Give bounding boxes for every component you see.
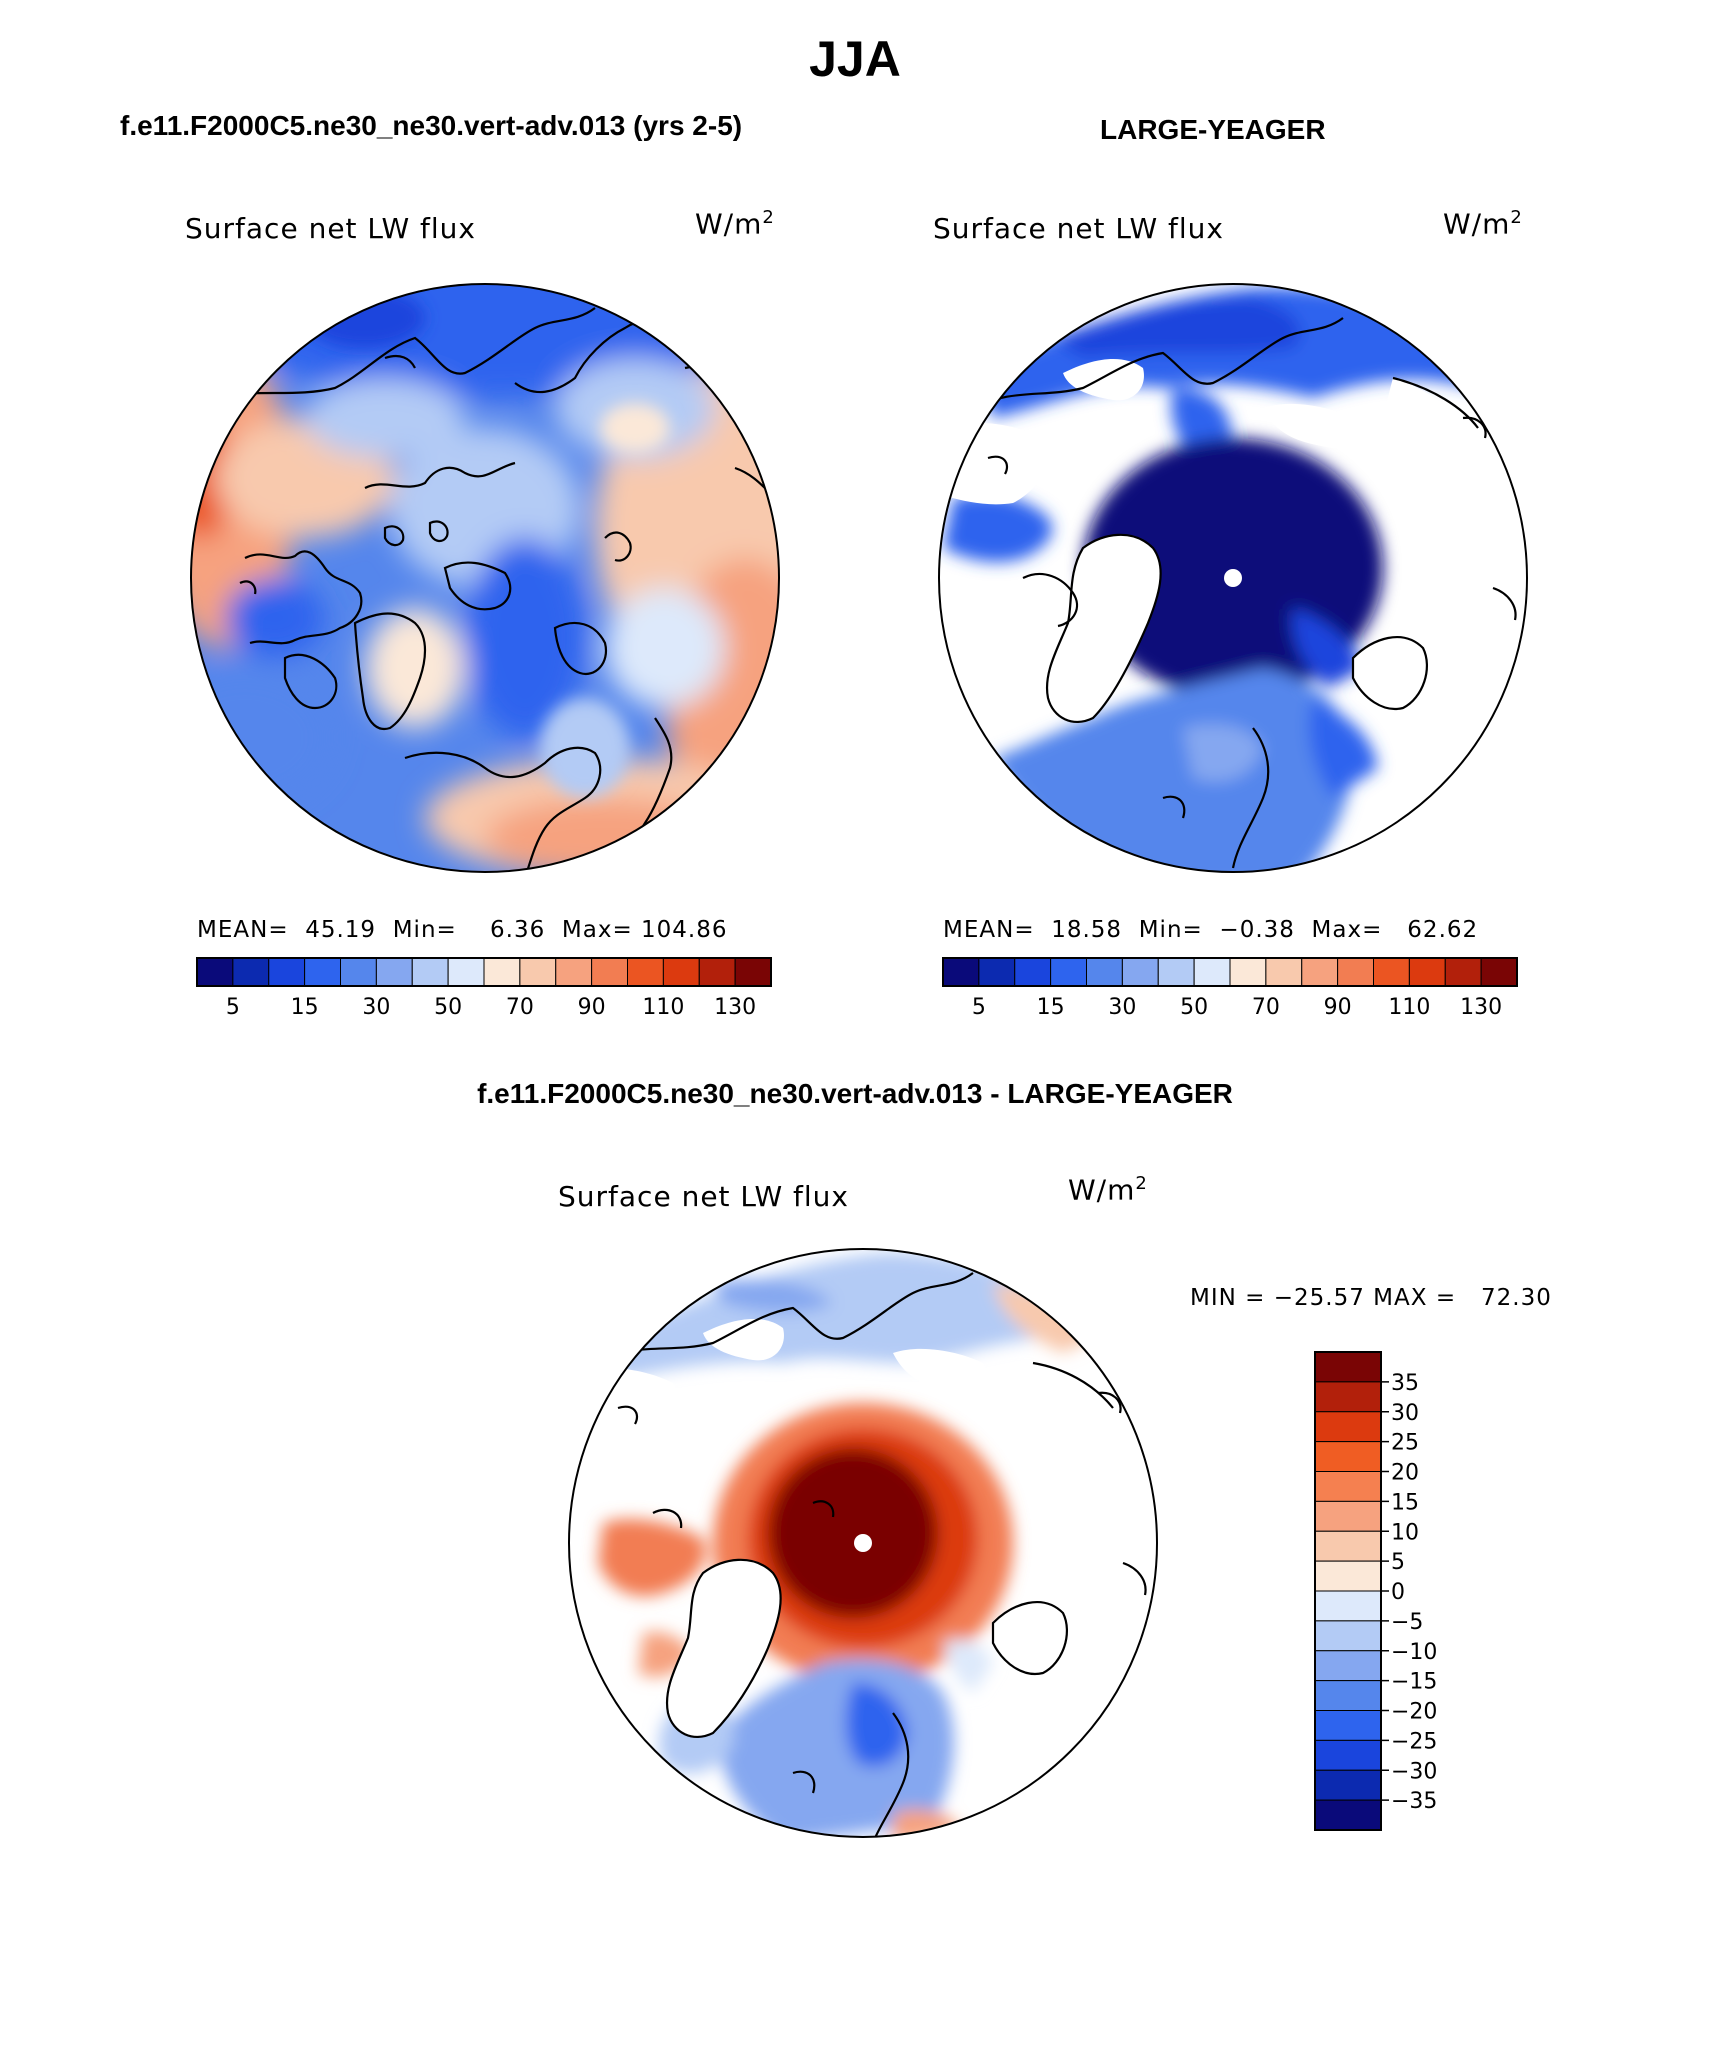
panel2-colorbar-swatch xyxy=(1301,957,1339,987)
panel2-colorbar-swatch xyxy=(1229,957,1267,987)
panel2-colorbar-tick-label: 30 xyxy=(1108,995,1136,1018)
panel1-colorbar-tick-label: 70 xyxy=(506,995,534,1018)
panel1-colorbar-swatch xyxy=(591,957,628,987)
panel1-colorbar-swatch xyxy=(268,957,306,987)
panel3-colorbar-tick-label: 25 xyxy=(1391,1431,1419,1456)
panel3-variable-label: Surface net LW flux xyxy=(558,1180,849,1213)
panel1-colorbar-swatch xyxy=(662,957,700,987)
panel1-colorbar-tick-label: 130 xyxy=(714,995,756,1018)
panel1-colorbar-swatch xyxy=(698,957,736,987)
panel1-colorbar-swatch xyxy=(304,957,341,987)
panel2-colorbar-tick-label: 5 xyxy=(972,995,986,1018)
panel3-colorbar-swatch xyxy=(1314,1411,1382,1443)
panel1-colorbar-swatch xyxy=(375,957,413,987)
figure-title: JJA xyxy=(809,31,901,87)
panel3-colorbar-swatch xyxy=(1314,1471,1382,1502)
panel1-colorbar-swatch xyxy=(555,957,593,987)
panel1-variable-label: Surface net LW flux xyxy=(185,212,476,245)
panel3-colorbar-tick-label: 20 xyxy=(1391,1461,1419,1486)
panel2-colorbar: 5 15 30 50 70 90 110 130 xyxy=(942,957,1518,1018)
panel3-colorbar-swatch xyxy=(1314,1680,1382,1711)
panel2-colorbar-tick-label: 130 xyxy=(1460,995,1502,1018)
panel1-stats: MEAN= 45.19 Min= 6.36 Max= 104.86 xyxy=(197,917,728,943)
panel3-units: W/m2 xyxy=(1068,1173,1148,1207)
panel2-header: LARGE-YEAGER xyxy=(1100,114,1326,145)
panel1-colorbar-swatch xyxy=(734,957,772,987)
panel2-colorbar-swatch xyxy=(1408,957,1446,987)
panel3-colorbar-swatch xyxy=(1314,1590,1382,1622)
panel1-header: f.e11.F2000C5.ne30_ne30.vert-adv.013 (yr… xyxy=(120,110,743,141)
panel1-colorbar-tick-label: 50 xyxy=(434,995,462,1018)
panel3-colorbar-tick-label: −20 xyxy=(1391,1700,1437,1725)
panel2-units: W/m2 xyxy=(1443,207,1523,241)
panel3-colorbar-tick-label: 10 xyxy=(1391,1520,1419,1545)
panel3-colorbar-swatch xyxy=(1314,1769,1382,1801)
panel3-colorbar-swatch xyxy=(1314,1351,1382,1383)
panel3-colorbar-swatch xyxy=(1314,1650,1382,1682)
panel2-colorbar-swatch xyxy=(1444,957,1482,987)
panel1-colorbar-tick-label: 15 xyxy=(291,995,319,1018)
panel3-polar-map xyxy=(568,1248,1158,1838)
panel3-colorbar-swatch xyxy=(1314,1620,1382,1652)
panel1-colorbar-swatch xyxy=(411,957,449,987)
panel1-colorbar-swatch xyxy=(519,957,557,987)
panel2-colorbar-swatch xyxy=(1373,957,1410,987)
panel1-colorbar-tick-label: 90 xyxy=(578,995,606,1018)
panel3-header: f.e11.F2000C5.ne30_ne30.vert-adv.013 - L… xyxy=(477,1078,1233,1109)
panel1-colorbar-tick-label: 110 xyxy=(642,995,684,1018)
panel3-colorbar-swatch xyxy=(1314,1530,1382,1562)
panel3-colorbar-swatch xyxy=(1314,1799,1382,1831)
panel2-colorbar-tick-label: 90 xyxy=(1324,995,1352,1018)
panel2-colorbar-tick-label: 70 xyxy=(1252,995,1280,1018)
panel3-colorbar-tick-label: 15 xyxy=(1391,1490,1419,1515)
panel1-colorbar-swatch xyxy=(196,957,234,987)
panel3-colorbar-tick-label: −35 xyxy=(1391,1789,1437,1814)
panel3-colorbar-tick-label: 35 xyxy=(1391,1371,1419,1396)
panel2-colorbar-swatch xyxy=(1193,957,1231,987)
panel1-colorbar-swatch xyxy=(627,957,664,987)
panel2-colorbar-swatch xyxy=(1337,957,1374,987)
panel2-colorbar-swatch xyxy=(1086,957,1123,987)
panel2-colorbar-swatch xyxy=(1050,957,1087,987)
panel2-colorbar-swatch xyxy=(1014,957,1052,987)
panel2-colorbar-swatch xyxy=(1480,957,1518,987)
panel2-polar-map xyxy=(938,283,1528,873)
panel1-colorbar-swatch xyxy=(340,957,377,987)
panel2-variable-label: Surface net LW flux xyxy=(933,212,1224,245)
panel3-colorbar-tick-label: 30 xyxy=(1391,1401,1419,1426)
panel3-min-max: MIN = −25.57 MAX = 72.30 xyxy=(1190,1285,1552,1311)
panel1-colorbar-tick-label: 5 xyxy=(226,995,240,1018)
panel2-colorbar-tick-label: 110 xyxy=(1388,995,1430,1018)
panel3-colorbar-tick-label: −25 xyxy=(1391,1729,1437,1754)
panel1-colorbar-tick-label: 30 xyxy=(362,995,390,1018)
panel3-colorbar-swatch xyxy=(1314,1500,1382,1532)
panel3-colorbar-swatch xyxy=(1314,1710,1382,1741)
panel1-colorbar: 5 15 30 50 70 90 110 130 xyxy=(196,957,772,1018)
panel1-units: W/m2 xyxy=(695,207,775,241)
panel1-colorbar-swatch xyxy=(232,957,270,987)
panel2-stats: MEAN= 18.58 Min= −0.38 Max= 62.62 xyxy=(943,917,1479,943)
panel2-colorbar-swatch xyxy=(1157,957,1195,987)
panel3-colorbar: 35 30 25 20 15 10 5 0 −5 −10 −15 −20 −25 −30 −35 xyxy=(1314,1351,1437,1831)
panel2-colorbar-swatch xyxy=(942,957,980,987)
panel3-colorbar-tick-label: −30 xyxy=(1391,1759,1437,1784)
panel3-colorbar-swatch xyxy=(1314,1441,1382,1472)
panel2-colorbar-tick-label: 50 xyxy=(1180,995,1208,1018)
panel3-colorbar-swatch xyxy=(1314,1560,1382,1592)
panel3-colorbar-tick-label: 5 xyxy=(1391,1550,1405,1575)
panel2-colorbar-swatch xyxy=(1265,957,1303,987)
panel3-colorbar-tick-label: 0 xyxy=(1391,1580,1405,1605)
panel1-colorbar-swatch xyxy=(483,957,521,987)
panel3-colorbar-tick-label: −15 xyxy=(1391,1670,1437,1695)
panel3-colorbar-tick-label: −5 xyxy=(1391,1610,1423,1635)
panel1-polar-map xyxy=(190,283,780,873)
panel2-colorbar-swatch xyxy=(978,957,1016,987)
panel2-colorbar-swatch xyxy=(1121,957,1159,987)
panel3-colorbar-swatch xyxy=(1314,1739,1382,1771)
panel3-colorbar-tick-label: −10 xyxy=(1391,1640,1437,1665)
panel2-colorbar-tick-label: 15 xyxy=(1037,995,1065,1018)
panel1-colorbar-swatch xyxy=(447,957,485,987)
panel3-colorbar-swatch xyxy=(1314,1381,1382,1413)
